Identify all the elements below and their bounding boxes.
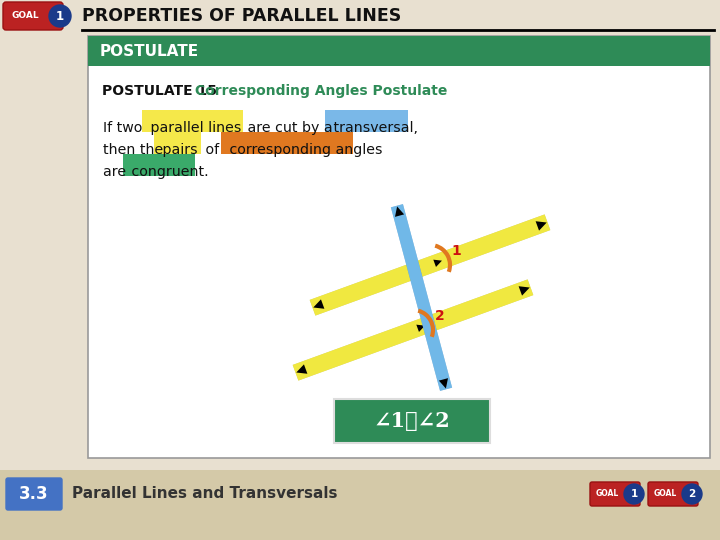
Circle shape <box>682 484 702 504</box>
FancyBboxPatch shape <box>333 399 490 443</box>
Text: transversal,: transversal, <box>328 121 418 135</box>
FancyBboxPatch shape <box>3 2 63 30</box>
Text: then the: then the <box>103 143 168 157</box>
Text: GOAL: GOAL <box>595 489 618 498</box>
FancyBboxPatch shape <box>142 110 243 132</box>
Text: Parallel Lines and Transversals: Parallel Lines and Transversals <box>72 487 338 502</box>
FancyBboxPatch shape <box>88 36 710 458</box>
Text: pairs: pairs <box>158 143 202 157</box>
Text: are: are <box>103 165 130 179</box>
Text: Corresponding Angles Postulate: Corresponding Angles Postulate <box>190 84 447 98</box>
Text: parallel lines: parallel lines <box>145 121 246 135</box>
Text: of: of <box>200 143 223 157</box>
FancyBboxPatch shape <box>325 110 408 132</box>
Circle shape <box>624 484 644 504</box>
Circle shape <box>49 5 71 27</box>
Text: GOAL: GOAL <box>653 489 677 498</box>
FancyBboxPatch shape <box>590 482 640 506</box>
Text: 1: 1 <box>631 489 638 499</box>
Text: If two: If two <box>103 121 147 135</box>
Text: 1: 1 <box>56 10 64 23</box>
Text: are cut by a: are cut by a <box>243 121 338 135</box>
Text: POSTULATE 15: POSTULATE 15 <box>102 84 217 98</box>
FancyBboxPatch shape <box>0 470 720 540</box>
Text: PROPERTIES OF PARALLEL LINES: PROPERTIES OF PARALLEL LINES <box>82 7 401 25</box>
FancyBboxPatch shape <box>154 132 201 154</box>
Text: POSTULATE: POSTULATE <box>100 44 199 58</box>
Text: corresponding angles: corresponding angles <box>225 143 382 157</box>
Text: congruent.: congruent. <box>127 165 209 179</box>
Text: 3.3: 3.3 <box>19 485 49 503</box>
FancyBboxPatch shape <box>88 36 710 66</box>
FancyBboxPatch shape <box>221 132 354 154</box>
Text: GOAL: GOAL <box>12 11 39 21</box>
FancyBboxPatch shape <box>6 478 62 510</box>
Text: 2: 2 <box>688 489 696 499</box>
FancyBboxPatch shape <box>648 482 698 506</box>
FancyBboxPatch shape <box>123 154 194 176</box>
Text: 1: 1 <box>451 244 462 258</box>
Text: ∠1≅∠2: ∠1≅∠2 <box>373 411 450 431</box>
Text: 2: 2 <box>435 309 444 323</box>
